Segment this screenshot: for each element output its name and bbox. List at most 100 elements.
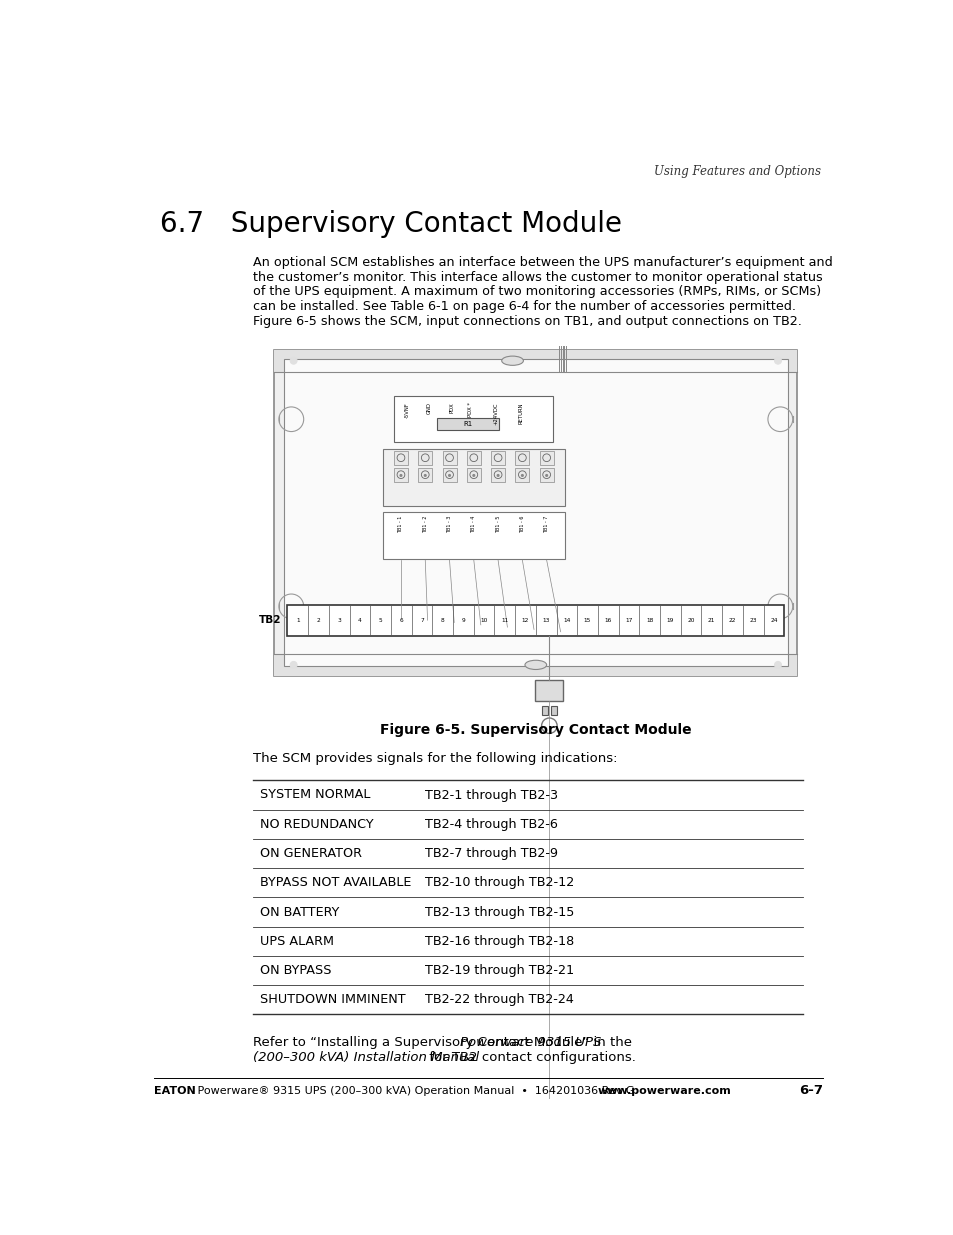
Bar	[394, 451, 408, 464]
Text: R1: R1	[463, 421, 472, 427]
Text: 5: 5	[378, 618, 382, 622]
Text: for TB2 contact configurations.: for TB2 contact configurations.	[424, 1051, 635, 1065]
Text: ON BYPASS: ON BYPASS	[260, 965, 332, 977]
Ellipse shape	[524, 661, 546, 669]
Text: BYPASS NOT AVAILABLE: BYPASS NOT AVAILABLE	[260, 877, 412, 889]
Text: TB1 - 6: TB1 - 6	[519, 515, 524, 532]
Text: TB2: TB2	[258, 615, 281, 625]
Text: 17: 17	[624, 618, 632, 622]
Text: 22: 22	[728, 618, 736, 622]
Bar	[539, 468, 553, 482]
Text: Powerware® 9315 UPS (200–300 kVA) Operation Manual  •  164201036 Rev G: Powerware® 9315 UPS (200–300 kVA) Operat…	[194, 1086, 641, 1095]
Text: 9: 9	[461, 618, 465, 622]
Text: SHUTDOWN IMMINENT: SHUTDOWN IMMINENT	[260, 993, 405, 1007]
Bar	[274, 350, 797, 372]
Circle shape	[774, 662, 781, 668]
Text: Figure 6-5. Supervisory Contact Module: Figure 6-5. Supervisory Contact Module	[379, 722, 691, 736]
Text: www.powerware.com: www.powerware.com	[597, 1086, 730, 1095]
Bar	[417, 468, 432, 482]
Bar	[539, 451, 553, 464]
Bar	[274, 350, 797, 676]
Text: ON GENERATOR: ON GENERATOR	[260, 847, 362, 860]
Text: of the UPS equipment. A maximum of two monitoring accessories (RMPs, RIMs, or SC: of the UPS equipment. A maximum of two m…	[253, 285, 820, 299]
Text: the customer’s monitor. This interface allows the customer to monitor operationa: the customer’s monitor. This interface a…	[253, 270, 821, 284]
Bar	[550, 705, 557, 715]
Text: 6-7: 6-7	[798, 1084, 822, 1097]
Bar	[442, 451, 456, 464]
Text: 20: 20	[686, 618, 694, 622]
Text: TB2-19 through TB2-21: TB2-19 through TB2-21	[425, 965, 574, 977]
Text: TB2-7 through TB2-9: TB2-7 through TB2-9	[425, 847, 558, 860]
Text: TB1 - 5: TB1 - 5	[495, 515, 500, 532]
Text: SYSTEM NORMAL: SYSTEM NORMAL	[260, 788, 371, 802]
Text: TB1 - 7: TB1 - 7	[543, 515, 549, 532]
Circle shape	[290, 662, 296, 668]
Text: 4: 4	[357, 618, 361, 622]
Text: Figure 6-5 shows the SCM, input connections on TB1, and output connections on TB: Figure 6-5 shows the SCM, input connecti…	[253, 315, 801, 327]
Circle shape	[290, 357, 296, 364]
Text: 12: 12	[521, 618, 529, 622]
Text: 23: 23	[749, 618, 756, 622]
Text: 19: 19	[666, 618, 674, 622]
Text: can be installed. See Table 6-1 on page 6-4 for the number of accessories permit: can be installed. See Table 6-1 on page …	[253, 300, 795, 312]
Circle shape	[399, 474, 402, 477]
Text: (200–300 kVA) Installation Manual: (200–300 kVA) Installation Manual	[253, 1051, 478, 1065]
Text: 3: 3	[337, 618, 340, 622]
Bar	[394, 396, 553, 442]
Circle shape	[448, 474, 451, 477]
Text: TB2-1 through TB2-3: TB2-1 through TB2-3	[425, 788, 558, 802]
Text: 6: 6	[399, 618, 403, 622]
Circle shape	[774, 357, 781, 364]
Text: 21: 21	[707, 618, 715, 622]
Bar	[541, 705, 547, 715]
Text: Powerware 9315 UPS: Powerware 9315 UPS	[459, 1036, 601, 1049]
Circle shape	[520, 474, 523, 477]
Text: Refer to “Installing a Supervisory Contact Module” in the: Refer to “Installing a Supervisory Conta…	[253, 1036, 635, 1049]
Bar	[466, 468, 480, 482]
Bar	[417, 451, 432, 464]
Bar	[283, 359, 787, 667]
Bar	[466, 451, 480, 464]
Bar	[287, 605, 783, 636]
Text: UPS ALARM: UPS ALARM	[260, 935, 334, 947]
Text: 1: 1	[295, 618, 299, 622]
Bar	[535, 679, 562, 701]
Text: TB1 - 3: TB1 - 3	[447, 515, 452, 532]
Text: TB2-22 through TB2-24: TB2-22 through TB2-24	[425, 993, 574, 1007]
Text: TB1 - 1: TB1 - 1	[398, 515, 403, 532]
Text: 10: 10	[480, 618, 487, 622]
Bar	[274, 655, 797, 676]
Text: 24: 24	[769, 618, 777, 622]
Text: +24VDC: +24VDC	[493, 403, 498, 425]
Bar	[382, 513, 564, 558]
Text: -5VNF: -5VNF	[404, 403, 409, 419]
Bar	[442, 468, 456, 482]
Text: 8: 8	[440, 618, 444, 622]
Text: GND: GND	[426, 403, 432, 414]
Text: RETURN: RETURN	[518, 403, 523, 424]
Text: EATON: EATON	[154, 1086, 195, 1095]
Text: 7: 7	[419, 618, 423, 622]
Text: PDX: PDX	[449, 403, 454, 412]
Text: 11: 11	[500, 618, 508, 622]
Text: TB2-4 through TB2-6: TB2-4 through TB2-6	[425, 818, 558, 831]
Text: TB1 - 2: TB1 - 2	[422, 515, 427, 532]
Ellipse shape	[501, 356, 523, 366]
Circle shape	[544, 474, 548, 477]
Bar	[394, 468, 408, 482]
Text: 15: 15	[583, 618, 591, 622]
Circle shape	[472, 474, 475, 477]
Text: 6.7   Supervisory Contact Module: 6.7 Supervisory Contact Module	[159, 210, 621, 237]
Text: TB2-10 through TB2-12: TB2-10 through TB2-12	[425, 877, 574, 889]
Text: 16: 16	[604, 618, 611, 622]
Text: 2: 2	[316, 618, 320, 622]
Bar	[382, 448, 564, 506]
Bar	[491, 468, 504, 482]
Text: The SCM provides signals for the following indications:: The SCM provides signals for the followi…	[253, 752, 617, 766]
Text: TB2-13 through TB2-15: TB2-13 through TB2-15	[425, 905, 574, 919]
Bar	[491, 451, 504, 464]
Text: 18: 18	[645, 618, 653, 622]
Text: 14: 14	[562, 618, 570, 622]
Bar	[436, 417, 498, 430]
Text: TB1 - 4: TB1 - 4	[471, 515, 476, 532]
